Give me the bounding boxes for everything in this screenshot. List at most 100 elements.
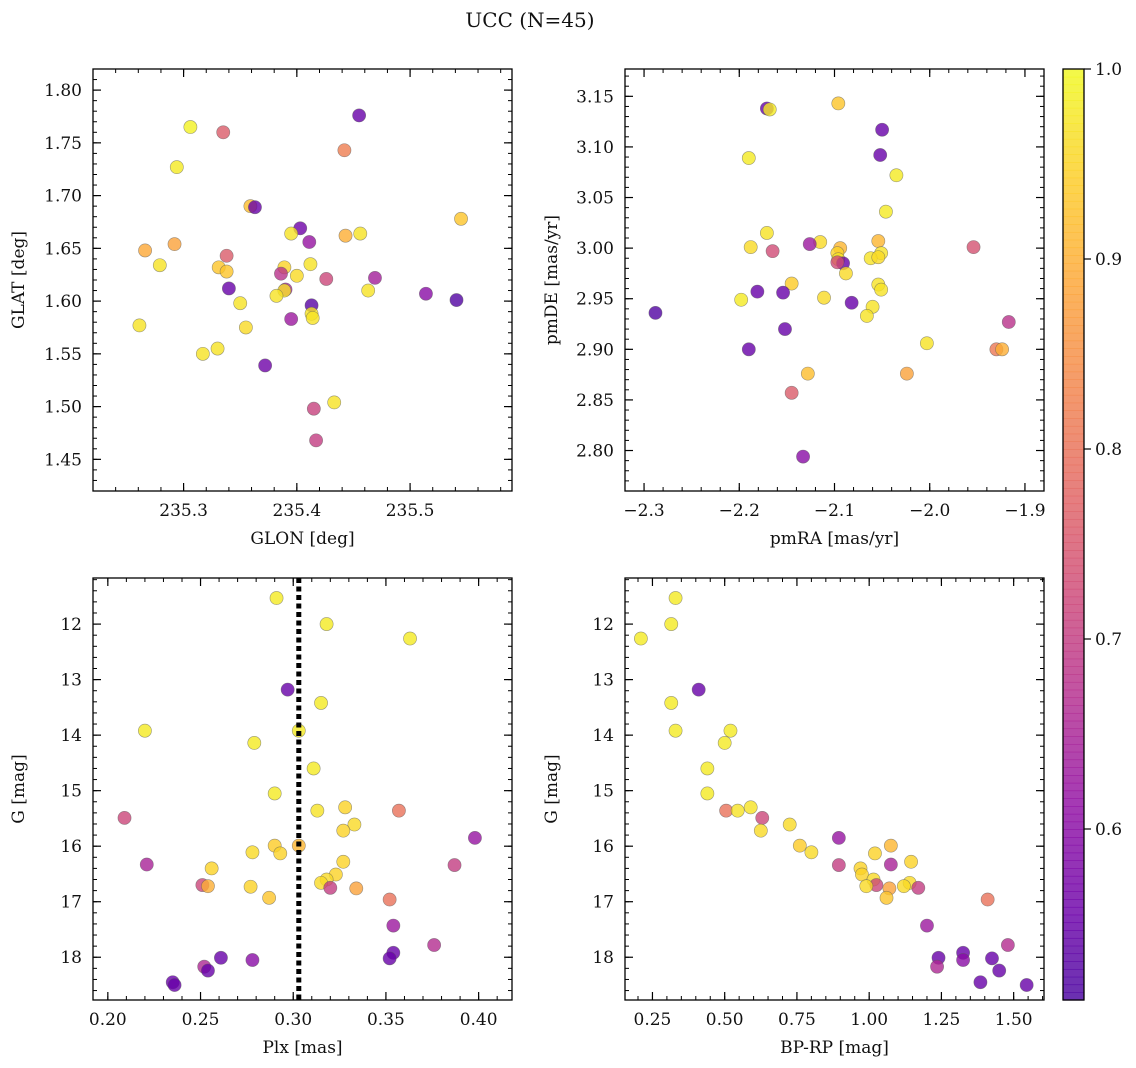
colorbar-segment [1063,526,1084,536]
colorbar-segment [1063,565,1084,574]
data-point [844,295,859,310]
data-point [274,266,288,281]
colorbar-segment [1063,697,1084,706]
colorbar-segment [1063,332,1084,342]
x-tick-label: 0.25 [634,1010,672,1030]
colorbar-segment [1063,162,1084,171]
colorbar-segment [1063,705,1084,714]
colorbar-segment [1063,456,1084,466]
y-tick-label: 16 [592,837,614,857]
data-point [427,938,442,952]
data-point [247,736,262,750]
colorbar-tick-label: 0.6 [1095,820,1122,840]
colorbar-segment [1063,681,1084,691]
data-point [730,803,745,818]
colorbar-segment [1063,394,1084,404]
data-point [338,228,353,243]
y-tick-label: 3.05 [576,189,614,209]
colorbar-segment [1063,503,1084,512]
colorbar-segment [1063,759,1084,768]
data-point [700,761,715,776]
data-point [273,846,288,861]
axes-frame [624,68,1045,492]
colorbar-segment [1063,441,1084,450]
data-point [762,102,777,117]
colorbar-segment [1063,883,1084,892]
colorbar-segment [1063,534,1084,543]
colorbar-segment [1063,286,1084,295]
data-point [930,959,944,974]
data-point [992,963,1007,978]
x-axis-label: BP-RP [mag] [780,1038,889,1058]
colorbar-segment [1063,146,1084,155]
colorbar-segment [1063,751,1084,761]
colorbar-segment [1063,92,1084,101]
y-tick-label: 1.75 [44,134,82,154]
data-point [743,800,758,815]
colorbar-segment [1063,495,1084,505]
colorbar-segment [1063,643,1084,652]
x-tick-label: −2.1 [814,501,855,521]
colorbar-segment [1063,262,1084,272]
colorbar-segment [1063,604,1084,613]
data-point [280,682,295,697]
x-tick-label: 0.50 [706,1010,744,1030]
data-point [337,143,352,158]
y-tick-label: 18 [592,948,614,968]
data-point [319,617,334,631]
data-point [792,838,807,853]
colorbar-segment [1063,945,1084,955]
colorbar-segment [1063,837,1084,846]
data-point [139,857,154,872]
data-point [382,951,397,966]
colorbar-segment [1063,340,1084,349]
colorbar-segment [1063,301,1084,311]
data-point [874,282,889,297]
colorbar-segment [1063,968,1084,978]
colorbar-segment [1063,69,1084,78]
colorbar-segment [1063,177,1084,186]
colorbar-segment [1063,309,1084,318]
data-point [668,591,683,605]
colorbar-segment [1063,627,1084,636]
data-point [741,151,756,165]
x-tick-label: 0.40 [460,1010,498,1030]
data-point [117,810,132,825]
data-points [633,591,1034,992]
data-point [831,96,846,111]
colorbar-frame [1062,68,1085,1001]
y-tick-label: 17 [592,893,614,913]
data-point [648,305,663,320]
y-tick-label: 2.85 [576,391,614,411]
data-point [985,951,999,966]
data-point [238,320,253,335]
y-axis-label: GLAT [deg] [9,231,29,329]
colorbar-segment [1063,348,1084,357]
colorbar-segment [1063,550,1084,559]
x-tick-label: 0.35 [367,1010,405,1030]
x-tick-label: 0.20 [89,1010,127,1030]
x-tick-label: 235.5 [386,501,435,521]
data-point [759,226,774,240]
y-tick-label: 1.80 [44,81,82,101]
data-point [723,723,738,738]
data-point [353,226,368,241]
data-point [219,264,234,279]
colorbar-segment [1063,829,1084,838]
data-point [403,631,417,646]
data-point [152,258,167,273]
data-point [765,244,780,259]
y-tick-label: 12 [60,615,82,635]
data-point [219,248,234,263]
data-point [243,879,258,894]
data-point [859,879,874,894]
panel-glon-glat: 235.3 235.4 235.5 1.45 1.50 1.55 1.60 1.65 1.70 1… [9,68,513,549]
data-point [889,168,904,183]
data-point [352,108,367,123]
colorbar-segment [1063,402,1084,411]
colorbar-segment [1063,844,1084,854]
colorbar-segment [1063,937,1084,947]
data-point [183,120,198,134]
colorbar-tick-label: 0.8 [1095,440,1122,460]
colorbar-segment [1063,813,1084,823]
